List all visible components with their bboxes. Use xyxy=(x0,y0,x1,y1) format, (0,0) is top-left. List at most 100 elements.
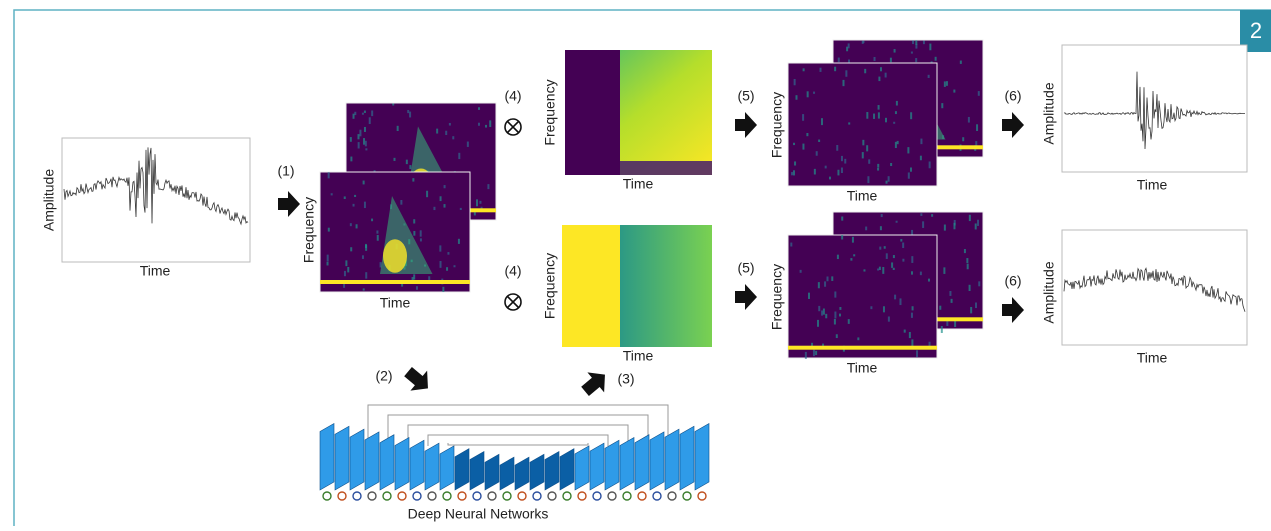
spectrogram-speckle xyxy=(806,133,808,136)
spectrogram-speckle xyxy=(412,178,414,181)
spectrogram-speckle xyxy=(359,130,361,137)
spectrogram-speckle xyxy=(800,270,802,273)
spectrogram-speckle xyxy=(848,60,850,63)
x-axis-label: Time xyxy=(847,360,878,376)
spectrogram-speckle xyxy=(878,105,880,110)
plot-frame xyxy=(1062,45,1247,172)
spectrogram-speckle xyxy=(445,131,447,135)
step-label: (1) xyxy=(277,163,294,179)
layer-block xyxy=(440,446,454,490)
spectrogram-speckle xyxy=(882,267,884,274)
spectrogram-speckle xyxy=(868,159,870,163)
layer-link xyxy=(383,492,391,500)
spectrogram-speckle xyxy=(911,339,913,346)
spectrogram-speckle xyxy=(365,245,367,251)
spectrogram-speckle xyxy=(975,303,977,309)
step-label: (4) xyxy=(504,263,521,279)
layer-link xyxy=(323,492,331,500)
spectrogram-speckle xyxy=(347,267,349,272)
spectrogram-speckle xyxy=(816,151,818,156)
y-axis-label: Frequency xyxy=(542,79,558,145)
spectrogram-speckle xyxy=(896,101,898,106)
spectrogram-speckle xyxy=(416,286,418,290)
spectrogram-speckle xyxy=(791,172,793,175)
spectrogram-speckle xyxy=(485,125,487,128)
spectrogram-speckle xyxy=(793,170,795,175)
spectrogram-speckle xyxy=(350,247,352,251)
spectrogram-speckle xyxy=(899,298,901,305)
spectrogram-speckle xyxy=(928,279,930,282)
spectrogram-speckle xyxy=(845,70,847,76)
spectrogram-speckle xyxy=(474,212,476,215)
arrow xyxy=(735,284,757,310)
layer-block xyxy=(410,440,424,490)
spectrogram-speckle xyxy=(460,208,462,210)
spectrogram-speckle xyxy=(911,256,913,263)
layer-block xyxy=(680,426,694,490)
mask xyxy=(562,225,620,347)
spectrogram-speckle xyxy=(978,281,980,286)
spectrogram-speckle xyxy=(922,221,924,228)
spectrogram-speckle xyxy=(803,68,805,71)
layer-link xyxy=(683,492,691,500)
arrow xyxy=(1002,297,1024,323)
plot-frame xyxy=(62,138,250,262)
spectrogram-speckle xyxy=(831,276,833,281)
spectrogram-speckle xyxy=(331,193,333,195)
spectrogram-speckle xyxy=(447,252,449,255)
layer-block xyxy=(545,452,559,491)
spectrogram-speckle xyxy=(357,134,359,139)
spectrogram xyxy=(788,235,937,358)
layer-block xyxy=(365,432,379,490)
spectrogram-speckle xyxy=(911,271,913,274)
spectrogram-speckle xyxy=(964,249,966,253)
layer-link xyxy=(488,492,496,500)
spectrogram-speckle xyxy=(890,163,892,166)
spectrogram-speckle xyxy=(935,57,937,61)
spectrogram-speckle xyxy=(837,255,839,259)
step-label: (4) xyxy=(504,88,521,104)
y-axis-label: Frequency xyxy=(769,264,785,330)
spectrogram-speckle xyxy=(363,181,365,185)
spectrogram-speckle xyxy=(844,159,846,164)
spectrogram-speckle xyxy=(909,332,911,338)
spectrogram-speckle xyxy=(476,199,478,206)
spectrogram-speckle xyxy=(834,67,836,71)
spectrogram-speckle xyxy=(841,156,843,161)
layer-block xyxy=(575,446,589,490)
spectrogram-speckle xyxy=(841,216,843,220)
network-label: Deep Neural Networks xyxy=(408,506,549,522)
layer-block xyxy=(425,443,439,490)
spectrogram-speckle xyxy=(877,164,879,168)
spectrogram-speckle xyxy=(328,228,330,232)
layer-block xyxy=(395,438,409,491)
spectrogram-speckle xyxy=(911,313,913,318)
spectrogram-speckle xyxy=(793,143,795,145)
x-axis-label: Time xyxy=(623,348,654,364)
spectrogram-speckle xyxy=(407,110,409,113)
spectrogram-speckle xyxy=(805,352,807,359)
spectrogram-speckle xyxy=(487,184,489,189)
step-label: (6) xyxy=(1004,273,1021,289)
layer-block xyxy=(350,429,364,490)
arrow xyxy=(400,362,437,399)
spectrogram-speckle xyxy=(966,258,968,263)
layer-link xyxy=(623,492,631,500)
spectrogram-speckle xyxy=(908,172,910,178)
arrow xyxy=(735,112,757,138)
spectrogram-speckle xyxy=(885,118,887,122)
spectrogram-speckle xyxy=(836,334,838,338)
spectrogram-speckle xyxy=(912,40,914,44)
spectrogram-speckle xyxy=(897,141,899,144)
spectrogram-speckle xyxy=(968,117,970,123)
layer-block xyxy=(380,435,394,490)
spectrogram-speckle xyxy=(365,141,367,147)
layer-link xyxy=(458,492,466,500)
spectrogram-speckle xyxy=(977,220,979,226)
spectrogram-speckle xyxy=(893,122,895,124)
spectrogram-speckle xyxy=(824,281,826,286)
spectrogram-speckle xyxy=(970,307,972,313)
spectrogram-speckle xyxy=(920,156,922,161)
layer-link xyxy=(533,492,541,500)
spectrogram-speckle xyxy=(863,41,865,43)
